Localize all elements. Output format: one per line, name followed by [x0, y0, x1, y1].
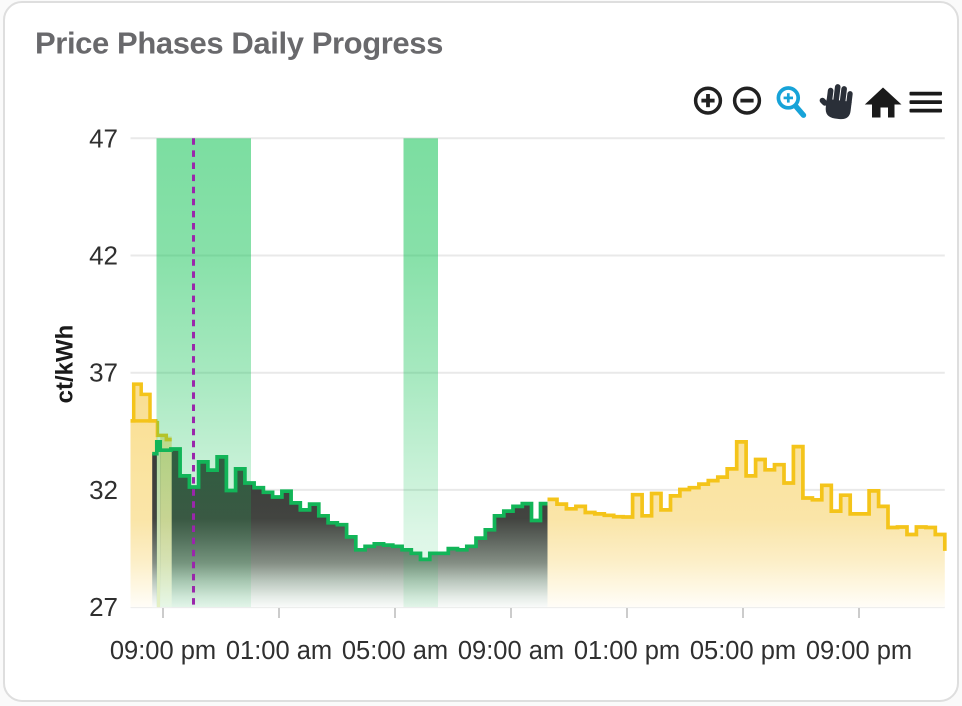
svg-text:09:00 pm: 09:00 pm: [110, 637, 216, 665]
svg-text:09:00 pm: 09:00 pm: [806, 637, 912, 665]
svg-text:01:00 am: 01:00 am: [226, 637, 332, 665]
svg-text:ct/kWh: ct/kWh: [52, 325, 79, 404]
svg-text:47: 47: [89, 123, 118, 153]
svg-text:01:00 pm: 01:00 pm: [574, 637, 680, 665]
svg-text:Price Phases Daily Progress: Price Phases Daily Progress: [35, 26, 443, 61]
svg-text:27: 27: [89, 592, 118, 622]
svg-text:05:00 am: 05:00 am: [342, 637, 448, 665]
svg-text:42: 42: [89, 241, 118, 271]
svg-text:37: 37: [89, 358, 118, 388]
svg-text:05:00 pm: 05:00 pm: [690, 637, 796, 665]
svg-text:09:00 am: 09:00 am: [458, 637, 564, 665]
svg-text:32: 32: [89, 475, 118, 505]
